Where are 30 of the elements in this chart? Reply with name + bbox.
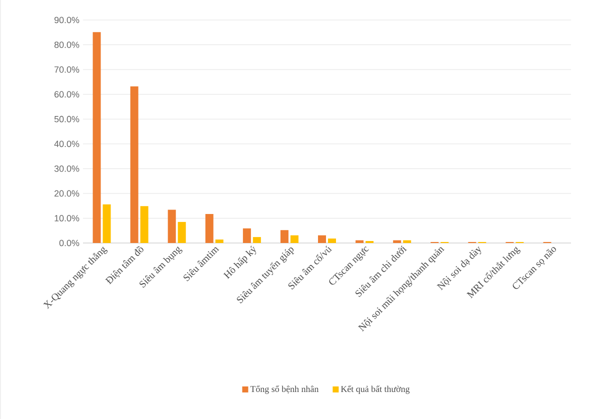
legend-label: Kết quả bất thường xyxy=(340,385,410,394)
y-tick-label: 90.0% xyxy=(54,16,80,24)
bar xyxy=(328,238,336,243)
bar xyxy=(280,230,288,243)
y-tick-label: 50.0% xyxy=(54,116,80,122)
bar xyxy=(215,240,224,243)
bar xyxy=(403,240,412,243)
x-tick-label: Hô hấp ký xyxy=(223,246,256,279)
bar xyxy=(252,237,261,243)
y-tick-label: 30.0% xyxy=(54,165,80,172)
bar xyxy=(242,228,251,243)
bar xyxy=(92,32,101,243)
bar xyxy=(140,206,148,243)
y-tick-label: 80.0% xyxy=(54,42,80,48)
y-tick-label: 70.0% xyxy=(54,66,80,73)
bar xyxy=(290,235,298,243)
bar xyxy=(130,86,138,243)
legend-label: Tổng số bệnh nhân xyxy=(250,385,319,394)
bar xyxy=(393,240,402,243)
y-tick-label: 20.0% xyxy=(54,190,80,197)
y-tick-label: 10.0% xyxy=(54,215,80,222)
y-tick-label: 40.0% xyxy=(54,140,80,148)
bar xyxy=(205,214,214,243)
bar xyxy=(178,222,186,243)
bar xyxy=(356,240,364,243)
bar xyxy=(168,210,176,243)
y-tick-label: 0.0% xyxy=(59,240,80,246)
bar xyxy=(102,204,111,243)
bar xyxy=(318,235,326,243)
y-tick-label: 60.0% xyxy=(54,91,80,98)
